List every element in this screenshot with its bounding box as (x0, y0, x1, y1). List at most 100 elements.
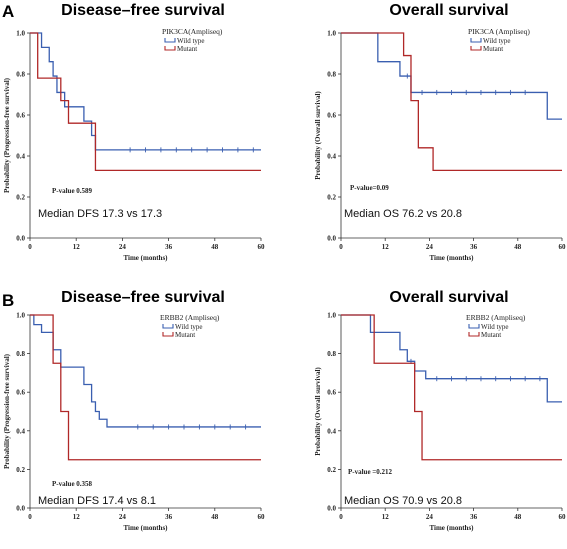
x-axis-label: Time (months) (123, 254, 168, 262)
chart-title: Overall survival (389, 289, 508, 306)
legend-entry: Wild type (177, 37, 205, 45)
median-label: Median OS 70.9 vs 20.8 (344, 495, 462, 507)
legend-entry: Wild type (175, 323, 203, 331)
km-curve-mutant (30, 314, 261, 461)
x-tick-label: 0 (28, 513, 32, 521)
x-tick-label: 36 (165, 243, 173, 251)
x-tick-label: 24 (119, 513, 127, 521)
y-tick-label: 0.4 (327, 427, 336, 435)
x-tick-label: 12 (382, 243, 390, 251)
legend-swatch (468, 332, 480, 337)
legend-title: PIK3CA (Ampliseq) (468, 27, 530, 36)
legend-entry: Mutant (483, 45, 503, 53)
y-tick-label: 0.6 (327, 389, 336, 397)
x-tick-label: 60 (258, 243, 266, 251)
charts-group: Disease–free survival 0.0 0.2 0.4 0.6 0.8 1.0 0… (3, 2, 566, 532)
x-tick-label: 24 (426, 513, 434, 521)
y-tick-label: 0.6 (16, 389, 25, 397)
km-chart-1: Disease–free survival 0.0 0.2 0.4 0.6 0.8 1.0 0… (3, 2, 265, 262)
legend-swatch (162, 324, 174, 329)
y-tick-label: 0.4 (16, 153, 25, 161)
y-tick-label: 1.0 (327, 312, 336, 320)
y-tick-label: 0.4 (16, 427, 25, 435)
y-axis-label: Probability (Progression-free survival) (3, 77, 11, 193)
y-axis-label: Probability (Progression-free survival) (3, 353, 11, 469)
p-value-label: P-value 0.358 (52, 480, 93, 488)
x-tick-label: 0 (339, 243, 343, 251)
x-tick-label: 60 (258, 513, 266, 521)
x-tick-label: 60 (559, 513, 567, 521)
km-chart-3: Disease–free survival 0.0 0.2 0.4 0.6 0.8 1.0 0… (3, 289, 265, 532)
km-chart-2: Overall survival 0.0 0.2 0.4 0.6 0.8 1.0 0 12 24 3… (314, 2, 566, 262)
legend-entry: Mutant (481, 331, 501, 339)
x-tick-label: 36 (470, 513, 478, 521)
legend-swatch (468, 324, 480, 329)
x-tick-label: 60 (559, 243, 567, 251)
chart-title: Overall survival (389, 2, 508, 19)
legend-swatch (164, 38, 176, 43)
km-curve-wild-type (30, 32, 261, 151)
median-label: Median DFS 17.3 vs 17.3 (38, 208, 162, 220)
km-curve-mutant (30, 32, 261, 172)
x-tick-label: 48 (514, 243, 522, 251)
y-tick-label: 0.2 (16, 194, 25, 202)
p-value-label: P-value 0.589 (52, 187, 93, 195)
x-tick-label: 0 (339, 513, 343, 521)
y-tick-label: 0.8 (327, 350, 336, 358)
x-tick-label: 12 (382, 513, 390, 521)
y-tick-label: 0.0 (327, 505, 336, 513)
x-axis-label: Time (months) (429, 524, 474, 532)
legend-title: PIK3CA(Ampliseq) (162, 27, 223, 36)
p-value-label: P-value =0.212 (348, 468, 393, 476)
p-value-label: P-value=0.09 (350, 184, 389, 192)
legend-swatch (162, 332, 174, 337)
panel-letter-b: B (2, 291, 14, 310)
legend-swatch (470, 38, 482, 43)
km-curve-mutant (341, 32, 562, 172)
median-label: Median DFS 17.4 vs 8.1 (38, 495, 156, 507)
km-curve-wild-type (30, 314, 261, 428)
y-tick-label: 1.0 (16, 312, 25, 320)
x-tick-label: 36 (165, 513, 173, 521)
legend-entry: Wild type (483, 37, 511, 45)
y-tick-label: 0.2 (16, 466, 25, 474)
legend-swatch (164, 46, 176, 51)
km-curve-wild-type (341, 32, 562, 120)
panel-letter-a: A (2, 2, 14, 21)
y-tick-label: 0.8 (16, 350, 25, 358)
y-tick-label: 0.2 (327, 194, 336, 202)
y-tick-label: 0.0 (327, 235, 336, 243)
x-axis-label: Time (months) (123, 524, 168, 532)
km-curve-mutant (341, 314, 562, 461)
x-tick-label: 24 (426, 243, 434, 251)
y-tick-label: 0.6 (327, 112, 336, 120)
y-axis-label: Probability (Overall survival) (314, 91, 322, 180)
y-axis-label: Probability (Overall survival) (314, 367, 322, 456)
legend-swatch (470, 46, 482, 51)
x-tick-label: 48 (211, 513, 219, 521)
legend-title: ERBB2 (Ampliseq) (160, 313, 220, 322)
x-tick-label: 48 (514, 513, 522, 521)
y-tick-label: 0.8 (16, 71, 25, 79)
x-tick-label: 48 (211, 243, 219, 251)
y-tick-label: 1.0 (327, 30, 336, 38)
legend-entry: Mutant (177, 45, 197, 53)
chart-title: Disease–free survival (61, 2, 225, 19)
legend-entry: Mutant (175, 331, 195, 339)
y-tick-label: 0.2 (327, 466, 336, 474)
y-tick-label: 0.6 (16, 112, 25, 120)
y-tick-label: 0.4 (327, 153, 336, 161)
y-tick-label: 0.0 (16, 235, 25, 243)
x-tick-label: 24 (119, 243, 127, 251)
chart-title: Disease–free survival (61, 289, 225, 306)
y-tick-label: 1.0 (16, 30, 25, 38)
y-tick-label: 0.0 (16, 505, 25, 513)
legend-entry: Wild type (481, 323, 509, 331)
y-tick-label: 0.8 (327, 71, 336, 79)
km-chart-4: Overall survival 0.0 0.2 0.4 0.6 0.8 1.0 0 12 24 3… (314, 289, 566, 532)
x-tick-label: 12 (73, 243, 81, 251)
legend-title: ERBB2 (Ampliseq) (466, 313, 526, 322)
x-axis-label: Time (months) (429, 254, 474, 262)
x-tick-label: 12 (73, 513, 81, 521)
